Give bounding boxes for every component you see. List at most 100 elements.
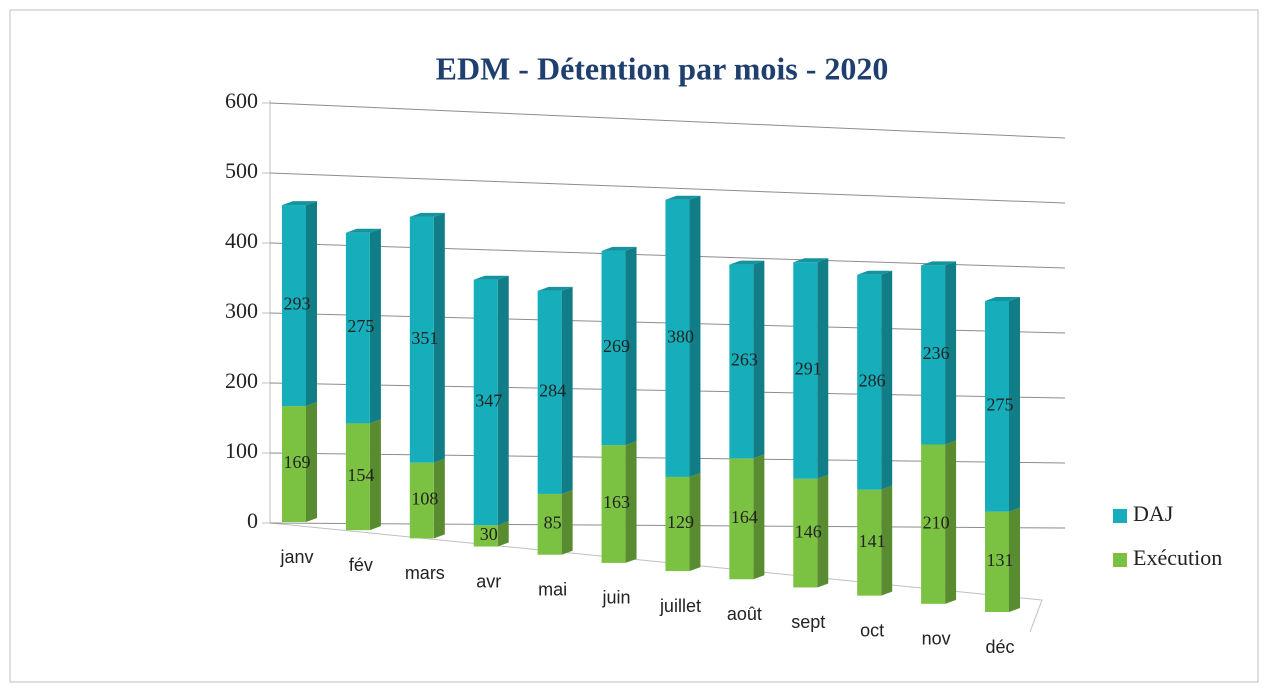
bar-side [689, 472, 701, 572]
bar-side [753, 260, 765, 459]
bar-segment [409, 462, 434, 539]
x-tick-label: oct [860, 620, 884, 640]
bar-segment [537, 290, 562, 494]
bar-side [817, 258, 829, 479]
data-label: 146 [795, 521, 822, 541]
data-label: 380 [667, 326, 694, 346]
bar-top [665, 195, 701, 200]
y-tick-label: 500 [225, 158, 258, 183]
bar-side [625, 246, 637, 446]
bar-side [625, 441, 637, 563]
bar-segment [665, 199, 690, 477]
data-label: 284 [539, 381, 566, 401]
bar-segment [665, 476, 690, 572]
bar-side [1009, 507, 1020, 612]
data-label: 236 [923, 343, 950, 363]
bar-segment [729, 458, 754, 580]
bar-side [561, 489, 573, 555]
bar-side [945, 261, 957, 445]
bar-segment [985, 511, 1009, 612]
bar-side [369, 228, 381, 424]
legend-swatch [1113, 509, 1127, 523]
y-tick-label: 300 [225, 298, 258, 323]
bar-side [369, 419, 381, 531]
bar-top [345, 228, 381, 233]
bar-segment [345, 423, 370, 531]
bar-top [409, 212, 445, 217]
bar-top [282, 201, 317, 206]
chart-title: EDM - Détention par mois - 2020 [436, 50, 889, 86]
bar-top [601, 246, 637, 251]
y-tick-label: 100 [225, 438, 258, 463]
bar-side [881, 485, 893, 596]
bar-side [497, 521, 509, 547]
bar-top [793, 258, 829, 263]
bar-segment [282, 406, 306, 522]
x-tick-label: avr [476, 571, 501, 591]
data-label: 291 [795, 359, 822, 379]
bar-side [433, 458, 445, 539]
x-tick-label: mai [538, 579, 567, 599]
data-label: 154 [347, 465, 374, 485]
legend-swatch [1113, 553, 1127, 567]
bar-segment [729, 264, 754, 459]
bar-side [945, 440, 957, 604]
bar-side [689, 195, 701, 477]
bar-segment [793, 262, 818, 479]
bar-side [881, 270, 893, 490]
bar-segment [857, 489, 882, 596]
data-label: 30 [480, 524, 498, 544]
bar-side [817, 474, 829, 588]
x-tick-label: déc [985, 637, 1014, 657]
bar-segment [793, 478, 818, 588]
bar-segment [409, 216, 434, 463]
bar-side [306, 201, 317, 407]
bar-side [306, 402, 317, 522]
x-tick-label: sept [791, 612, 825, 632]
data-label: 263 [731, 350, 758, 370]
x-tick-label: nov [922, 629, 951, 649]
floor-edge [269, 522, 1043, 633]
data-label: 269 [603, 336, 630, 356]
bar-segment [473, 525, 498, 547]
data-label: 293 [284, 294, 311, 314]
y-tick-label: 600 [225, 88, 258, 113]
bar-top [985, 297, 1020, 302]
x-tick-label: juillet [659, 596, 701, 616]
bar-segment [473, 279, 498, 526]
data-label: 141 [859, 531, 886, 551]
y-tick-label: 0 [247, 508, 258, 533]
data-label: 131 [987, 550, 1014, 570]
bar-top [921, 261, 957, 266]
bar-segment [345, 232, 370, 424]
data-label: 351 [411, 328, 438, 348]
data-label: 210 [923, 512, 950, 532]
bar-side [1009, 297, 1020, 512]
bar-segment [537, 493, 562, 555]
bar-segment [921, 444, 946, 604]
data-label: 286 [859, 370, 886, 390]
data-label: 169 [284, 452, 311, 472]
bar-segment [601, 250, 626, 446]
bar-segment [921, 265, 946, 445]
bar-segment [857, 274, 882, 490]
bar-segment [282, 205, 306, 407]
data-label: 275 [987, 394, 1014, 414]
x-tick-label: juin [602, 588, 631, 608]
y-tick-label: 200 [225, 368, 258, 393]
x-tick-label: mars [405, 563, 445, 583]
bar-side [561, 286, 573, 494]
bar-side [433, 212, 445, 463]
legend-label: Exécution [1133, 545, 1222, 570]
data-label: 163 [603, 492, 630, 512]
data-label: 108 [411, 489, 438, 509]
x-tick-label: janv [279, 547, 313, 567]
bar-side [497, 275, 509, 526]
bar-top [729, 260, 765, 265]
bar-top [473, 275, 509, 280]
x-tick-label: août [727, 604, 762, 624]
data-label: 85 [544, 512, 562, 532]
data-label: 164 [731, 507, 758, 527]
